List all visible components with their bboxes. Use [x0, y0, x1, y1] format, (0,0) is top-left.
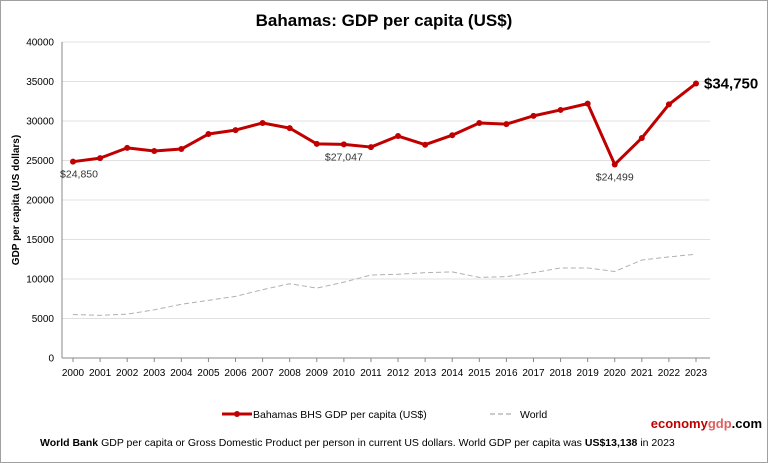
data-point-bahamas [286, 125, 293, 132]
y-axis-label: GDP per capita (US dollars) [11, 135, 22, 265]
y-tick-label: 35000 [26, 77, 54, 88]
x-tick-label: 2016 [495, 368, 518, 379]
data-point-bahamas [395, 133, 402, 140]
data-point-bahamas [449, 132, 456, 139]
x-tick-label: 2001 [89, 368, 112, 379]
legend-label-bahamas: Bahamas BHS GDP per capita (US$) [253, 409, 427, 421]
y-tick-label: 0 [48, 354, 54, 365]
x-tick-label: 2003 [143, 368, 166, 379]
x-tick-label: 2007 [251, 368, 274, 379]
data-point-bahamas [124, 144, 131, 151]
y-tick-label: 10000 [26, 275, 54, 286]
data-point-bahamas [367, 144, 374, 151]
data-point-bahamas [205, 131, 212, 138]
legend-label-world: World [520, 409, 547, 421]
x-tick-label: 2015 [468, 368, 491, 379]
data-point-bahamas [178, 146, 185, 153]
brand-part3: .com [731, 416, 762, 431]
data-label: $24,850 [60, 169, 98, 181]
footer-note: World Bank GDP per capita or Gross Domes… [40, 437, 675, 449]
x-tick-label: 2010 [333, 368, 356, 379]
x-tick-label: 2020 [604, 368, 627, 379]
x-tick-label: 2009 [306, 368, 329, 379]
x-tick-label: 2018 [549, 368, 572, 379]
data-point-bahamas [693, 80, 699, 87]
data-point-bahamas [313, 140, 320, 147]
y-tick-label: 5000 [32, 314, 55, 325]
chart-title: Bahamas: GDP per capita (US$) [256, 11, 513, 30]
x-tick-label: 2021 [631, 368, 654, 379]
y-tick-label: 15000 [26, 235, 54, 246]
footer-year: in 2023 [637, 437, 675, 449]
data-point-bahamas [638, 134, 645, 141]
x-tick-label: 2019 [577, 368, 600, 379]
y-tick-label: 25000 [26, 156, 54, 167]
x-tick-label: 2005 [197, 368, 220, 379]
data-point-bahamas [476, 119, 483, 126]
series-line-world [72, 253, 697, 316]
data-point-bahamas [530, 112, 537, 119]
y-tick-label: 20000 [26, 196, 54, 207]
series-line-bahamas [72, 82, 697, 166]
data-point-bahamas [97, 155, 104, 162]
brand-part2: gdp [707, 416, 732, 431]
data-label: $27,047 [325, 151, 363, 163]
y-tick-label: 30000 [26, 117, 54, 128]
data-point-bahamas [232, 127, 239, 134]
data-label: $24,499 [596, 171, 634, 183]
x-tick-label: 2014 [441, 368, 464, 379]
data-point-bahamas [70, 158, 76, 165]
brand-part1: economy [650, 416, 708, 431]
data-point-bahamas [503, 121, 510, 128]
data-point-bahamas [665, 101, 672, 108]
x-tick-label: 2008 [279, 368, 302, 379]
footer-text: GDP per capita or Gross Domestic Product… [98, 437, 585, 449]
x-tick-label: 2012 [387, 368, 410, 379]
x-tick-label: 2017 [522, 368, 545, 379]
x-tick-label: 2023 [685, 368, 708, 379]
data-label: $34,750 [704, 75, 758, 92]
data-point-bahamas [151, 148, 158, 155]
brand-logo[interactable]: economygdp.com [651, 416, 762, 431]
x-tick-label: 2006 [224, 368, 247, 379]
data-point-bahamas [557, 106, 564, 113]
y-tick-label: 40000 [26, 38, 54, 49]
data-point-bahamas [340, 141, 347, 148]
x-tick-label: 2011 [360, 368, 382, 379]
data-point-bahamas [259, 119, 266, 126]
data-point-bahamas [422, 141, 429, 148]
x-tick-label: 2004 [170, 368, 193, 379]
data-point-bahamas [584, 100, 591, 107]
x-tick-label: 2002 [116, 368, 139, 379]
x-tick-label: 2000 [62, 368, 85, 379]
footer-world-value: US$13,138 [584, 437, 638, 449]
x-tick-label: 2022 [658, 368, 681, 379]
footer-source: World Bank [40, 437, 99, 449]
data-point-bahamas [611, 161, 618, 168]
legend-marker-bahamas [234, 411, 240, 417]
x-tick-label: 2013 [414, 368, 437, 379]
